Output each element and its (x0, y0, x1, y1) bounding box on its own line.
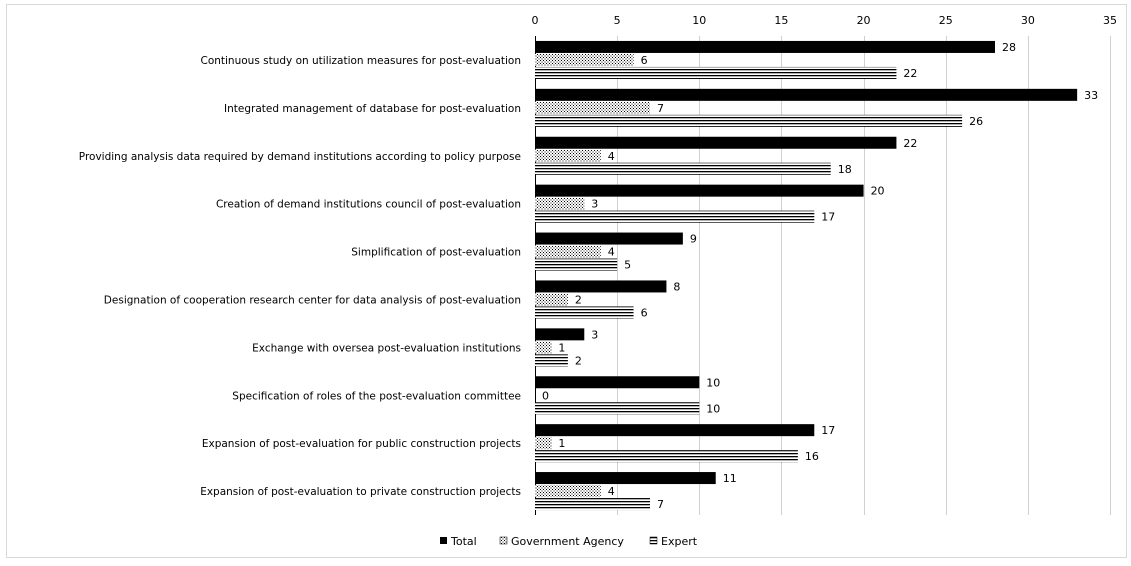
category-label: Providing analysis data required by dema… (79, 151, 521, 163)
legend-label: Total (450, 535, 477, 548)
data-label: 18 (838, 163, 852, 176)
data-label: 4 (608, 246, 615, 259)
bar-expert (535, 210, 815, 223)
x-tick-label: 20 (857, 14, 871, 27)
data-label: 9 (690, 233, 697, 246)
bar-government-agency (535, 293, 568, 306)
bar-government-agency (535, 149, 601, 162)
legend-swatch (440, 537, 447, 544)
category-label: Creation of demand institutions council … (216, 199, 521, 211)
bar-government-agency (535, 101, 650, 114)
x-tick-label: 35 (1103, 14, 1117, 27)
data-label: 33 (1084, 89, 1098, 102)
data-label: 1 (558, 437, 565, 450)
bar-expert (535, 354, 568, 367)
chart-border (6, 4, 1127, 558)
category-label: Simplification of post-evaluation (351, 247, 521, 259)
data-label: 1 (558, 341, 565, 354)
bar-total (535, 184, 864, 197)
x-tick-label: 15 (774, 14, 788, 27)
data-label: 0 (542, 389, 549, 402)
category-label: Designation of cooperation research cent… (104, 294, 521, 306)
data-label: 8 (673, 280, 680, 293)
data-label: 3 (591, 328, 598, 341)
data-label: 7 (657, 498, 664, 511)
bar-expert (535, 258, 618, 271)
data-label: 4 (608, 485, 615, 498)
bar-government-agency (535, 197, 585, 210)
data-label: 6 (641, 306, 648, 319)
legend-label: Expert (661, 535, 698, 548)
data-label: 26 (969, 115, 983, 128)
bar-government-agency (535, 341, 552, 354)
bar-total (535, 40, 995, 53)
bar-expert (535, 162, 831, 175)
bar-expert (535, 450, 798, 463)
data-label: 11 (723, 472, 737, 485)
x-tick-label: 0 (532, 14, 539, 27)
data-label: 16 (805, 450, 819, 463)
x-tick-label: 10 (692, 14, 706, 27)
data-label: 17 (821, 424, 835, 437)
bar-government-agency (535, 53, 634, 66)
bar-total (535, 328, 585, 341)
legend-label: Government Agency (511, 535, 624, 548)
data-label: 22 (903, 67, 917, 80)
x-axis-ticks: 0 5 10 15 20 25 30 35 (532, 14, 1118, 27)
x-tick-label: 30 (1021, 14, 1035, 27)
bar-government-agency (535, 245, 601, 258)
data-label: 20 (871, 185, 885, 198)
category-label: Expansion of post-evaluation to private … (200, 486, 521, 498)
bar-total (535, 376, 700, 389)
bar-total (535, 232, 683, 245)
bar-government-agency (535, 437, 552, 450)
data-label: 3 (591, 198, 598, 211)
bar-expert (535, 498, 650, 511)
bar-government-agency (535, 485, 601, 498)
data-label: 7 (657, 102, 664, 115)
x-tick-label: 5 (614, 14, 621, 27)
data-label: 10 (706, 376, 720, 389)
category-label: Expansion of post-evaluation for public … (202, 438, 521, 450)
bar-expert (535, 402, 700, 415)
bar-total (535, 280, 667, 293)
bar-expert (535, 114, 963, 127)
bar-expert (535, 306, 634, 319)
category-label: Specification of roles of the post-evalu… (232, 390, 521, 402)
data-label: 28 (1002, 41, 1016, 54)
bar-total (535, 472, 716, 485)
data-label: 10 (706, 402, 720, 415)
category-label: Integrated management of database for po… (224, 103, 521, 115)
bar-total (535, 424, 815, 437)
data-labels: 2862233726224182031794582631210010171161… (542, 41, 1098, 511)
bar-total (535, 136, 897, 149)
data-label: 4 (608, 150, 615, 163)
data-label: 5 (624, 259, 631, 272)
data-label: 2 (575, 293, 582, 306)
legend-swatch (649, 536, 658, 545)
bar-total (535, 88, 1078, 101)
x-tick-label: 25 (939, 14, 953, 27)
category-label: Continuous study on utilization measures… (200, 55, 521, 67)
data-label: 17 (821, 211, 835, 224)
legend-swatch (499, 536, 508, 545)
data-label: 6 (641, 54, 648, 67)
data-label: 2 (575, 354, 582, 367)
legend: Total Government Agency Expert (440, 535, 698, 548)
bar-expert (535, 66, 897, 79)
data-label: 22 (903, 137, 917, 150)
bars (535, 40, 1078, 511)
category-labels: Continuous study on utilization measures… (79, 55, 521, 498)
category-label: Exchange with oversea post-evaluation in… (252, 342, 521, 354)
